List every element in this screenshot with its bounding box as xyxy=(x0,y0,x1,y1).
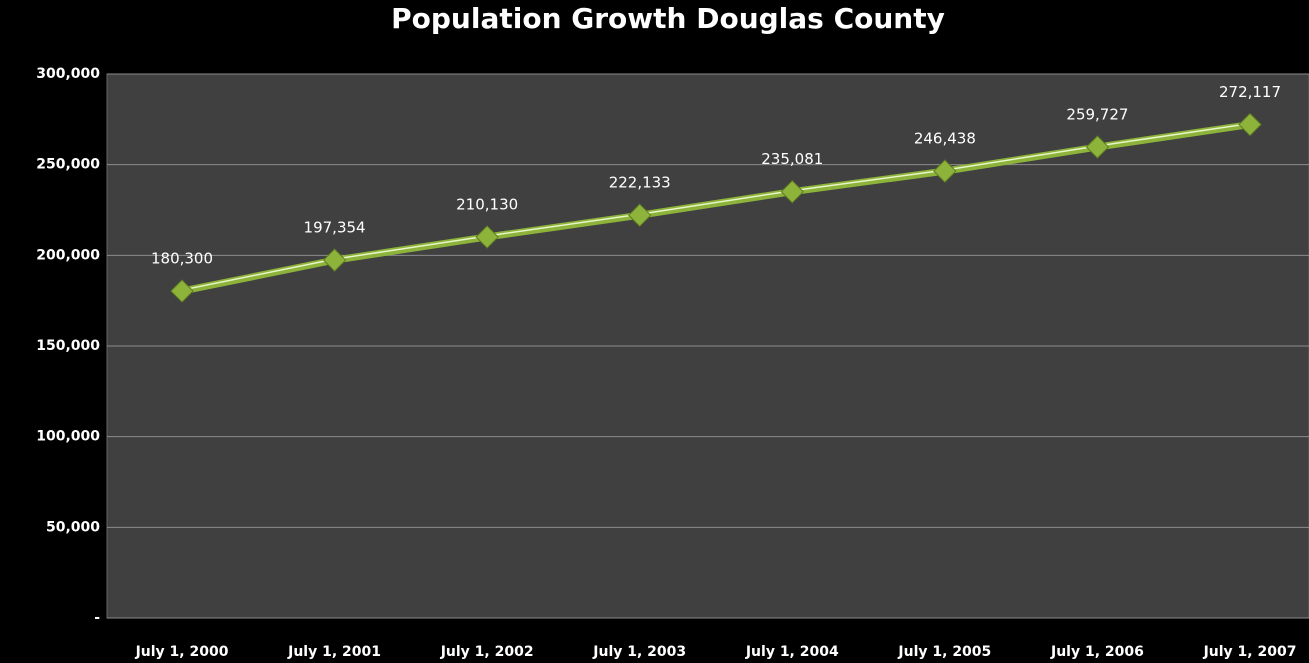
marker xyxy=(933,159,957,183)
x-tick-label: July 1, 2003 xyxy=(592,644,686,660)
x-tick-label: July 1, 2006 xyxy=(1050,644,1144,660)
data-label: 259,727 xyxy=(1066,106,1128,124)
marker xyxy=(322,248,347,272)
y-tick-label: 50,000 xyxy=(46,519,100,535)
marker xyxy=(780,180,804,204)
data-label: 197,354 xyxy=(304,219,366,237)
x-tick-label: July 1, 2000 xyxy=(135,644,229,660)
line xyxy=(181,121,1251,295)
x-tick-label: July 1, 2002 xyxy=(440,644,534,660)
x-tick-label: July 1, 2007 xyxy=(1203,644,1297,660)
y-tick-label: 100,000 xyxy=(36,429,100,445)
chart-title: Population Growth Douglas County xyxy=(391,2,945,35)
line-highlight xyxy=(181,122,1251,291)
marker xyxy=(628,203,652,227)
data-label: 210,130 xyxy=(456,195,518,213)
x-tick-label: July 1, 2005 xyxy=(897,644,991,660)
data-label: 246,438 xyxy=(914,130,976,148)
marker xyxy=(1238,112,1262,137)
y-tick-label: 150,000 xyxy=(36,338,100,354)
data-label: 235,081 xyxy=(761,150,823,168)
y-tick-label: 250,000 xyxy=(36,157,100,173)
y-tick-label: 200,000 xyxy=(36,247,100,263)
marker xyxy=(170,279,194,303)
data-label: 180,300 xyxy=(151,250,213,268)
y-tick-label: - xyxy=(94,610,100,626)
marker xyxy=(475,225,499,249)
x-tick-label: July 1, 2004 xyxy=(745,644,839,660)
data-label: 222,133 xyxy=(609,174,671,192)
marker xyxy=(1085,135,1110,159)
y-tick-label: 300,000 xyxy=(36,66,100,82)
x-tick-label: July 1, 2001 xyxy=(287,644,381,660)
data-label: 272,117 xyxy=(1219,83,1281,101)
